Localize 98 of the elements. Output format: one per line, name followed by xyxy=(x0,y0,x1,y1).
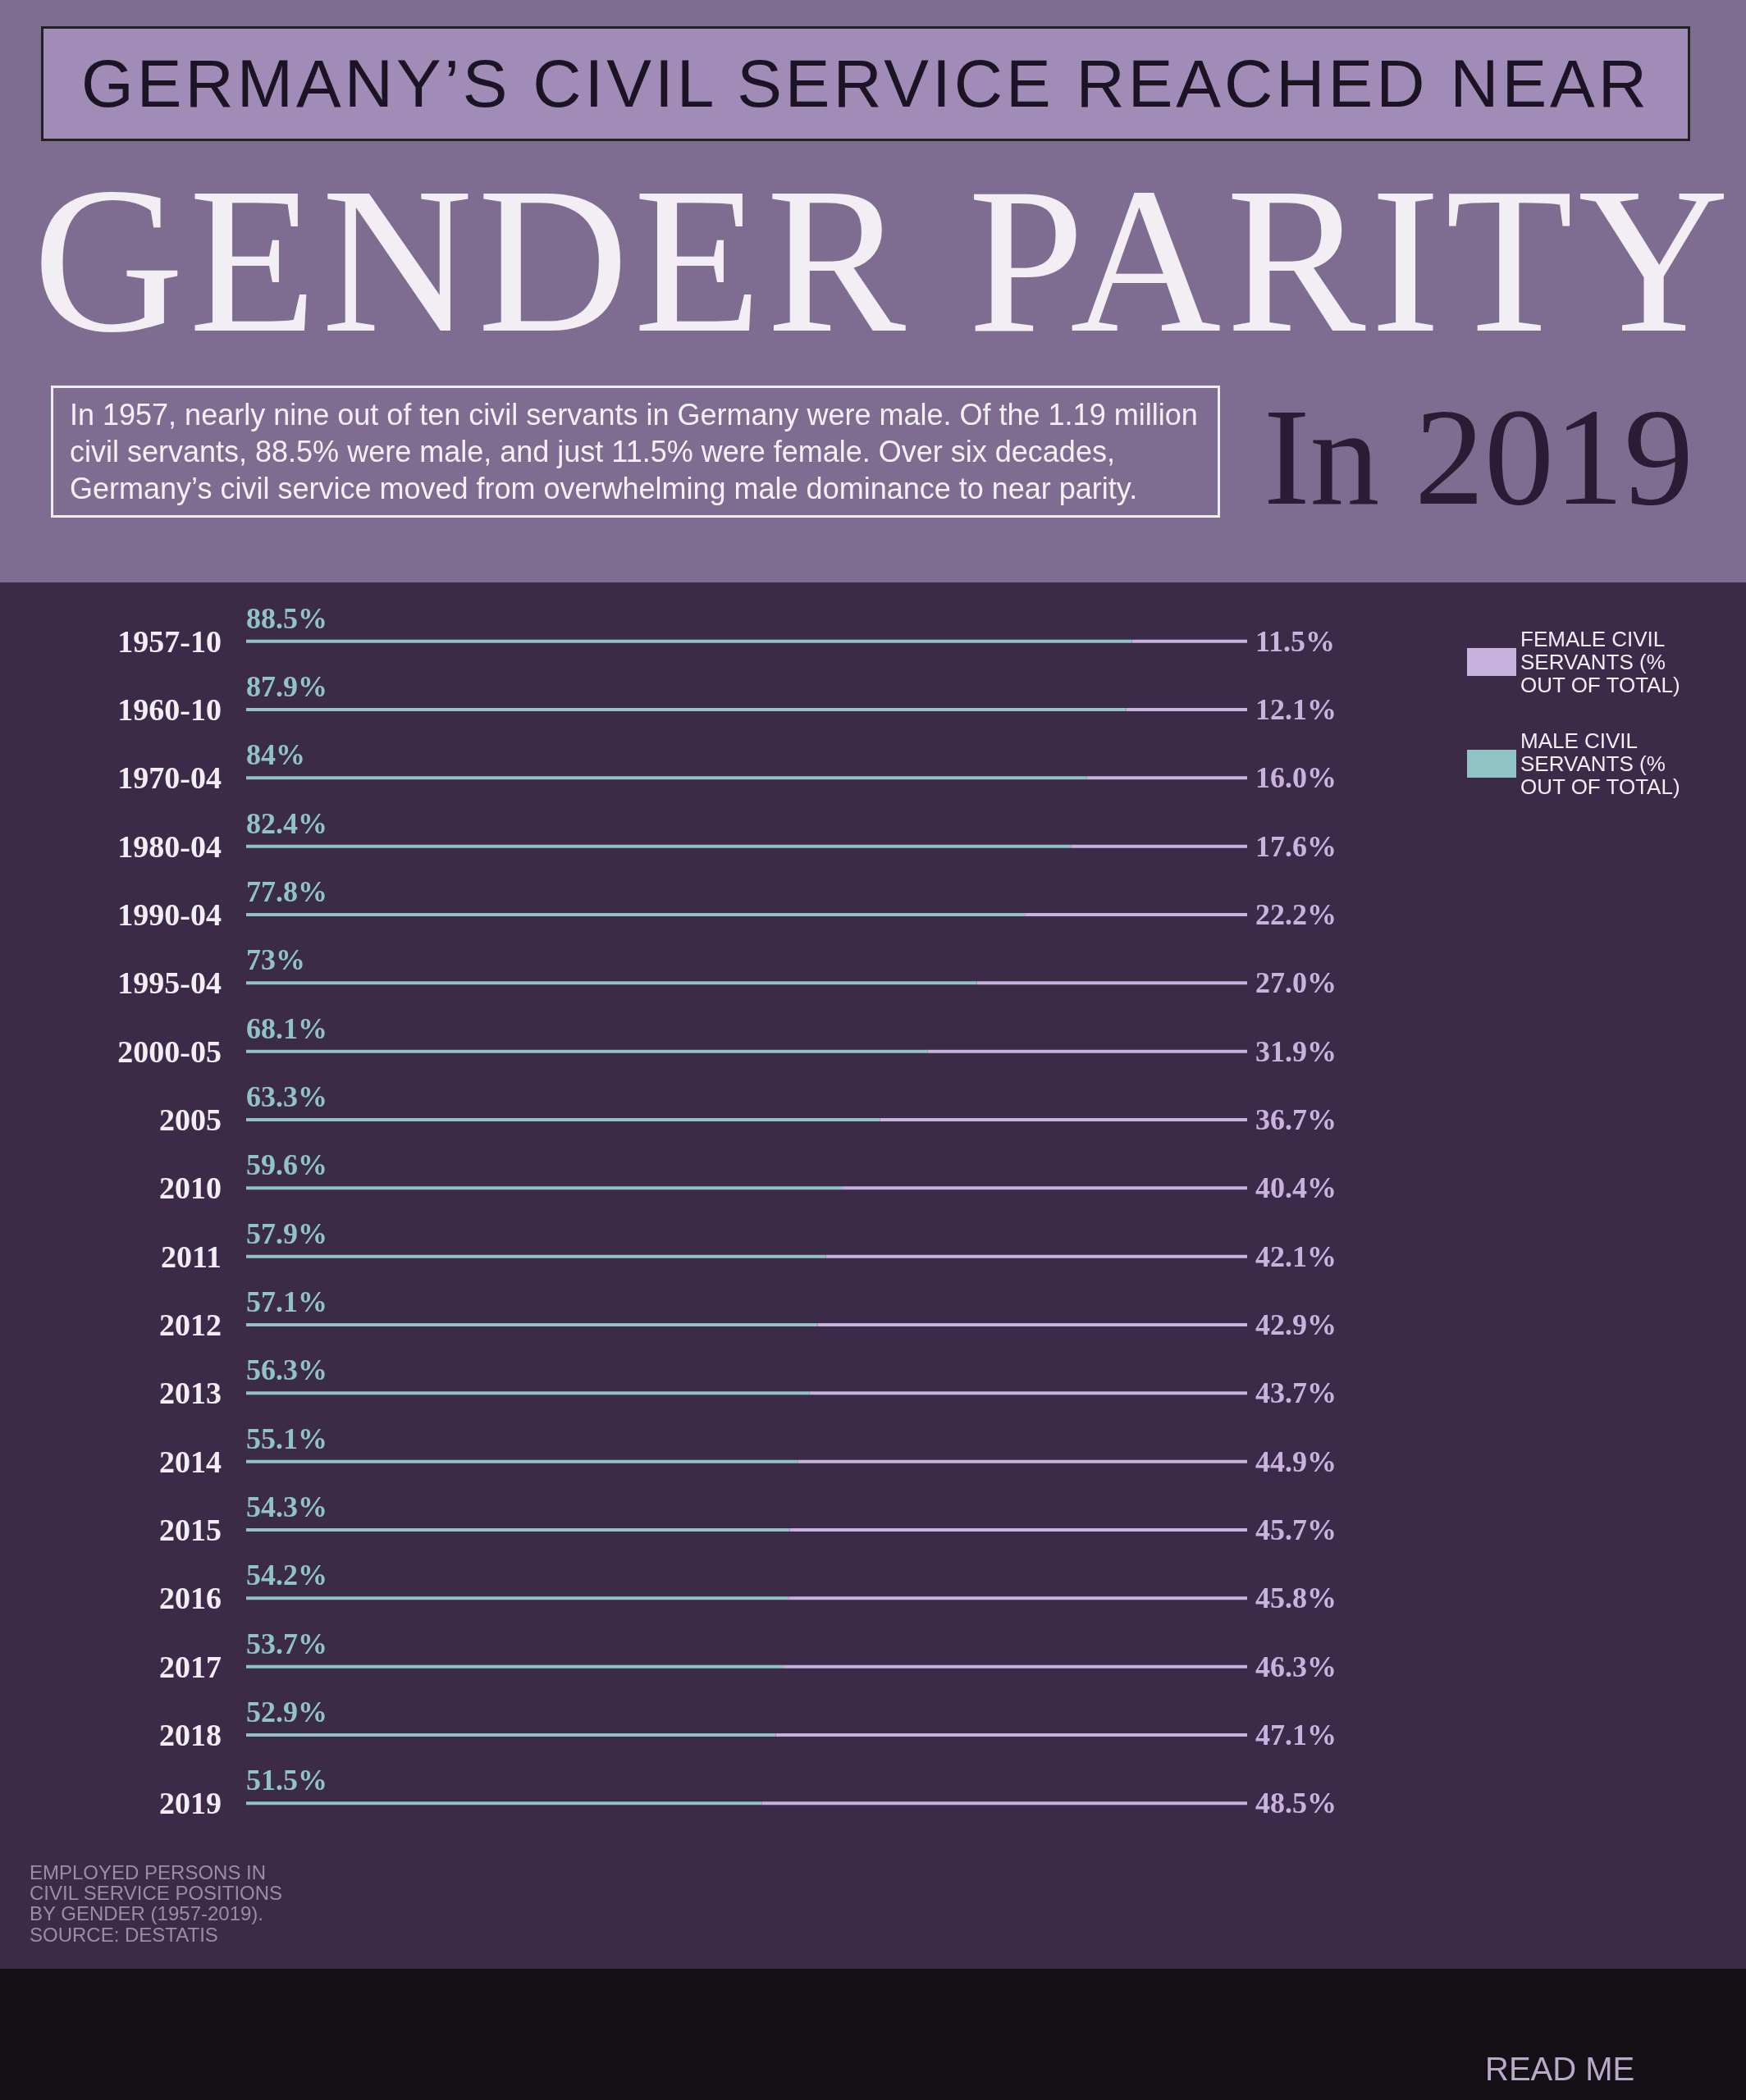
bar xyxy=(784,1664,1247,1669)
bar xyxy=(1025,913,1247,916)
data-label: 31.9% xyxy=(1255,1034,1337,1068)
bar xyxy=(843,1186,1247,1190)
y-tick-label: 1960-10 xyxy=(117,692,222,727)
bar xyxy=(1126,708,1247,711)
data-label: 16.0% xyxy=(1255,761,1337,795)
data-label: 48.5% xyxy=(1255,1787,1337,1820)
bar xyxy=(761,1801,1247,1806)
bar xyxy=(246,776,1087,780)
y-tick-label: 2015 xyxy=(159,1513,222,1547)
data-label: 82.4% xyxy=(246,806,327,840)
y-tick-label: 2010 xyxy=(159,1171,222,1206)
y-tick-label: 2017 xyxy=(159,1649,222,1684)
data-label: 43.7% xyxy=(1255,1376,1337,1410)
bar xyxy=(246,1186,843,1190)
data-label: 11.5% xyxy=(1255,624,1336,658)
data-label: 57.1% xyxy=(246,1285,327,1318)
data-label: 73% xyxy=(246,943,305,977)
bar xyxy=(246,844,1072,848)
text: In 1957, nearly nine out of ten civil servants in Germany were male. Of the 1.19 million civil servants, 88.5% were male, and just 11.5% were female. Over six decades, Germany’s civil service moved from overwhelming male dominance to near parity. xyxy=(51,386,1220,518)
legend-label: MALE CIVIL SERVANTS (% OUT OF TOTAL) xyxy=(1520,728,1680,799)
y-tick-label: 2013 xyxy=(159,1376,222,1411)
data-label: 44.9% xyxy=(1255,1445,1337,1478)
bar xyxy=(246,1049,928,1053)
bar xyxy=(775,1733,1247,1737)
y-tick-label: 2000-05 xyxy=(117,1034,222,1069)
legend-label: FEMALE CIVIL SERVANTS (% OUT OF TOTAL) xyxy=(1520,627,1680,697)
data-label: 56.3% xyxy=(246,1354,327,1387)
bar xyxy=(809,1391,1247,1395)
bar xyxy=(246,639,1132,643)
bar xyxy=(246,913,1026,916)
data-label: 46.3% xyxy=(1255,1650,1337,1683)
y-tick-label: 2016 xyxy=(159,1581,222,1616)
bar xyxy=(246,1459,798,1463)
chart-subtitle: GENDER PARITY xyxy=(33,144,1735,376)
bar xyxy=(1071,844,1247,848)
bar xyxy=(246,708,1127,711)
data-label: 57.9% xyxy=(246,1217,327,1250)
bar xyxy=(798,1459,1247,1463)
data-label: 55.1% xyxy=(246,1422,327,1455)
bar xyxy=(246,1118,880,1121)
text: EMPLOYED PERSONS IN CIVIL SERVICE POSITIONS BY GENDER (1957-2019). SOURCE: DESTATIS xyxy=(30,1861,284,1946)
data-label: 27.0% xyxy=(1255,966,1337,1000)
bar xyxy=(246,1596,789,1600)
data-label: 88.5% xyxy=(246,601,327,635)
bar xyxy=(1086,776,1247,780)
data-label: 77.8% xyxy=(246,875,327,908)
bar xyxy=(246,1323,818,1326)
data-label: 17.6% xyxy=(1255,829,1337,863)
y-tick-label: 1980-04 xyxy=(117,829,222,864)
bar xyxy=(246,1528,790,1532)
data-label: 63.3% xyxy=(246,1080,327,1113)
data-label: 22.2% xyxy=(1255,898,1337,931)
y-tick-label: 2018 xyxy=(159,1718,222,1752)
y-tick-label: 1995-04 xyxy=(117,966,222,1001)
data-label: 54.3% xyxy=(246,1491,327,1523)
bar xyxy=(788,1596,1247,1600)
y-tick-label: 2005 xyxy=(159,1102,222,1137)
data-label: 59.6% xyxy=(246,1148,327,1182)
data-label: 45.8% xyxy=(1255,1582,1337,1615)
data-label: 47.1% xyxy=(1255,1719,1337,1751)
bar xyxy=(1131,639,1247,643)
data-label: 45.7% xyxy=(1255,1513,1337,1546)
bar xyxy=(880,1118,1247,1121)
y-tick-label: 2014 xyxy=(159,1444,222,1479)
y-tick-label: 2019 xyxy=(159,1786,222,1821)
data-label: 53.7% xyxy=(246,1627,327,1660)
text: In 2019 xyxy=(1264,379,1694,536)
data-label: 87.9% xyxy=(246,670,327,703)
y-tick-label: 1957-10 xyxy=(117,623,222,659)
data-label: 40.4% xyxy=(1255,1171,1337,1205)
bar xyxy=(927,1049,1247,1053)
data-label: 54.2% xyxy=(246,1559,327,1592)
bar xyxy=(817,1323,1247,1326)
text: READ ME xyxy=(1485,2051,1635,2088)
data-label: 68.1% xyxy=(246,1011,327,1045)
bar xyxy=(246,981,977,985)
y-tick-label: 2012 xyxy=(159,1308,222,1342)
bar xyxy=(246,1254,826,1258)
bar xyxy=(976,981,1247,985)
bar xyxy=(246,1391,810,1395)
data-label: 52.9% xyxy=(246,1696,327,1728)
data-label: 42.9% xyxy=(1255,1308,1337,1341)
bar xyxy=(246,1733,776,1737)
y-tick-label: 1970-04 xyxy=(117,760,222,796)
bar xyxy=(246,1664,784,1669)
data-label: 84% xyxy=(246,738,305,772)
chart-title: GERMANY’S CIVIL SERVICE REACHED NEAR xyxy=(41,26,1690,141)
data-label: 36.7% xyxy=(1255,1103,1337,1136)
data-label: 42.1% xyxy=(1255,1239,1337,1273)
bar xyxy=(825,1254,1247,1258)
bar xyxy=(789,1528,1247,1532)
y-tick-label: 1990-04 xyxy=(117,897,222,932)
data-label: 51.5% xyxy=(246,1764,327,1797)
y-tick-label: 2011 xyxy=(161,1239,222,1274)
data-label: 12.1% xyxy=(1255,693,1337,726)
bar xyxy=(246,1801,762,1806)
